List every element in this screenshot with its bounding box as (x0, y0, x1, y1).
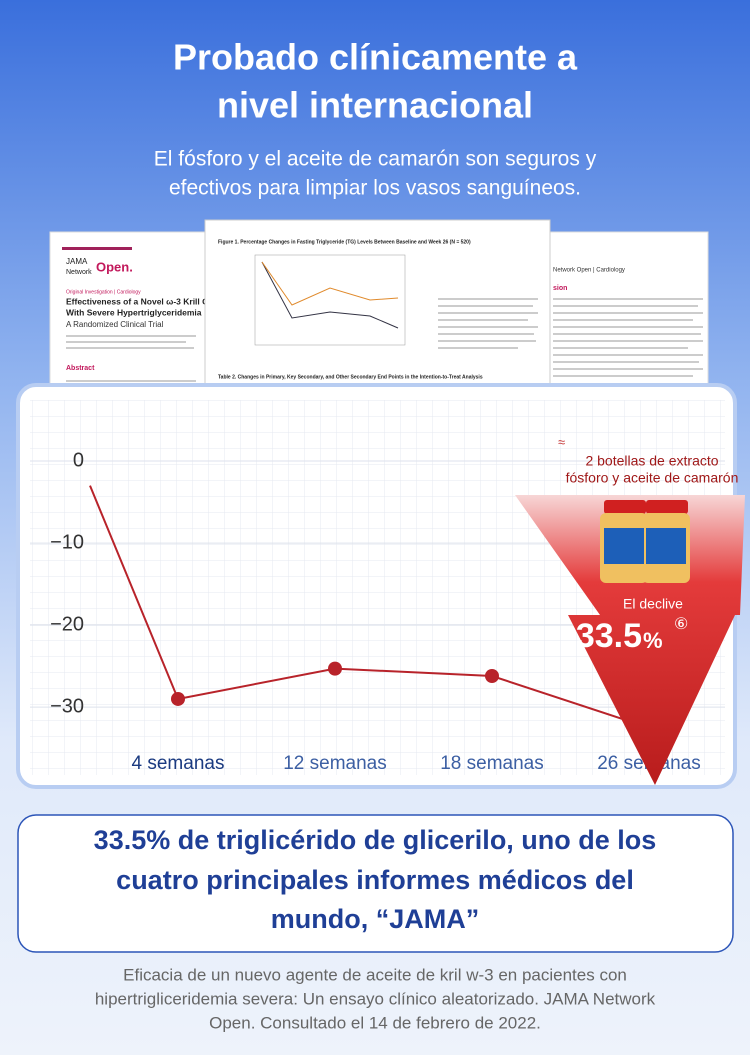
subtitle: El fósforo y el aceite de camarón son se… (154, 148, 597, 200)
wave-icon: ≈ (558, 434, 565, 449)
section: Original Investigation | Cardiology (66, 289, 141, 295)
data-point (485, 669, 499, 683)
data-point (171, 691, 185, 706)
text-lines (553, 298, 703, 377)
citation-line: Open. Consultado el 14 de febrero de 202… (209, 1013, 541, 1032)
citation-line: Eficacia de un nuevo agente de aceite de… (123, 965, 627, 984)
paper-title: With Severe Hypertriglyceridemia (66, 307, 202, 317)
footnote-mark: ⑥ (674, 616, 688, 633)
citation: Eficacia de un nuevo agente de aceite de… (95, 965, 656, 1032)
data-point (328, 661, 342, 676)
decline-label: El declive (623, 596, 683, 612)
subtitle-line: efectivos para limpiar los vasos sanguín… (169, 177, 581, 200)
summary-line: mundo, “JAMA” (271, 904, 480, 934)
decline-value: 33.5 (576, 617, 642, 655)
citation-line: hipertrigliceridemia severa: Un ensayo c… (95, 989, 656, 1008)
summary: 33.5% de triglicérido de glicerilo, uno … (94, 825, 657, 934)
decline-arrow (515, 495, 745, 785)
mini-line (261, 261, 399, 329)
title: nivel internacional (217, 85, 533, 126)
subtitle-line: El fósforo y el aceite de camarón son se… (154, 148, 597, 171)
rule (62, 247, 132, 250)
paper-title: Effectiveness of a Novel ω-3 Krill Oil A… (66, 296, 227, 306)
brand-sub: Network (66, 269, 92, 276)
section: Network Open | Cardiology (553, 268, 625, 274)
paper-subtitle: A Randomized Clinical Trial (66, 320, 164, 329)
x-tick-label: 4 semanas (132, 753, 225, 774)
brand-open: Open. (96, 259, 133, 274)
title: Probado clínicamente a (173, 37, 578, 78)
heading: sion (553, 285, 567, 292)
annotation: 2 botellas de extracto (585, 453, 718, 469)
x-tick-label: 12 semanas (283, 753, 387, 774)
brand: JAMA (66, 257, 88, 266)
summary-box (17, 814, 734, 953)
mini-chart (254, 254, 406, 346)
product-bottles (600, 500, 690, 583)
decline-unit: % (643, 628, 663, 653)
mini-line (261, 261, 399, 306)
table-caption: Table 2. Changes in Primary, Key Seconda… (218, 374, 483, 380)
y-tick-label: −30 (50, 695, 84, 717)
abstract: Abstract (66, 365, 95, 372)
y-tick-label: −20 (50, 613, 84, 635)
x-tick-label: 18 semanas (440, 753, 544, 774)
summary-line: 33.5% de triglicérido de glicerilo, uno … (94, 825, 657, 855)
annotation: fósforo y aceite de camarón (566, 470, 739, 486)
y-tick-label: 0 (73, 449, 84, 471)
summary-line: cuatro principales informes médicos del (116, 865, 634, 895)
figure-caption: Figure 1. Percentage Changes in Fasting … (218, 239, 471, 245)
product-label: 2 botellas de extracto fósforo y aceite … (566, 453, 739, 486)
y-tick-label: −10 (50, 531, 84, 553)
header: Probado clínicamente a nivel internacion… (173, 37, 578, 126)
